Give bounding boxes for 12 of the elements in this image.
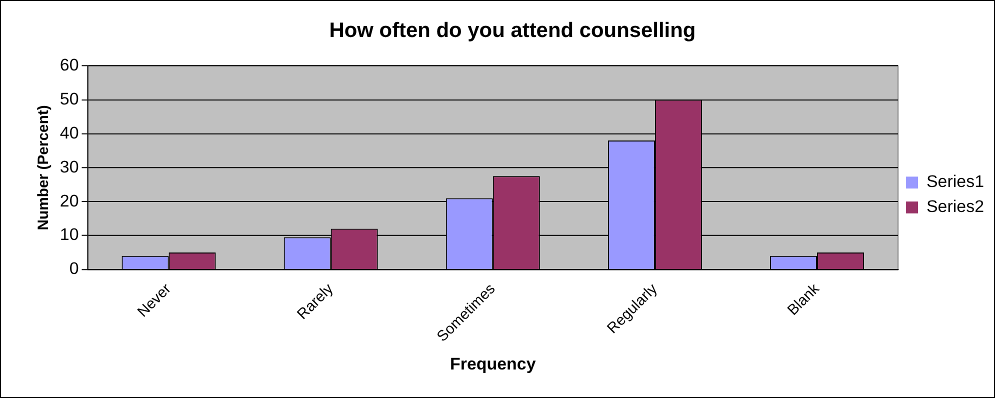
y-tick-label: 10 bbox=[60, 225, 79, 244]
y-tick-label: 50 bbox=[60, 89, 79, 108]
y-tick-label: 0 bbox=[69, 259, 79, 278]
y-axis-title: Number (Percent) bbox=[35, 105, 52, 230]
chart-title: How often do you attend counselling bbox=[329, 19, 696, 42]
y-tick-label: 40 bbox=[60, 123, 79, 142]
y-tick-label: 60 bbox=[60, 56, 79, 75]
legend-label: Series2 bbox=[926, 197, 984, 216]
y-tick-label: 30 bbox=[60, 157, 79, 176]
y-tick-label: 20 bbox=[60, 191, 79, 210]
legend-label: Series1 bbox=[926, 172, 984, 192]
x-axis-title: Frequency bbox=[450, 354, 536, 374]
